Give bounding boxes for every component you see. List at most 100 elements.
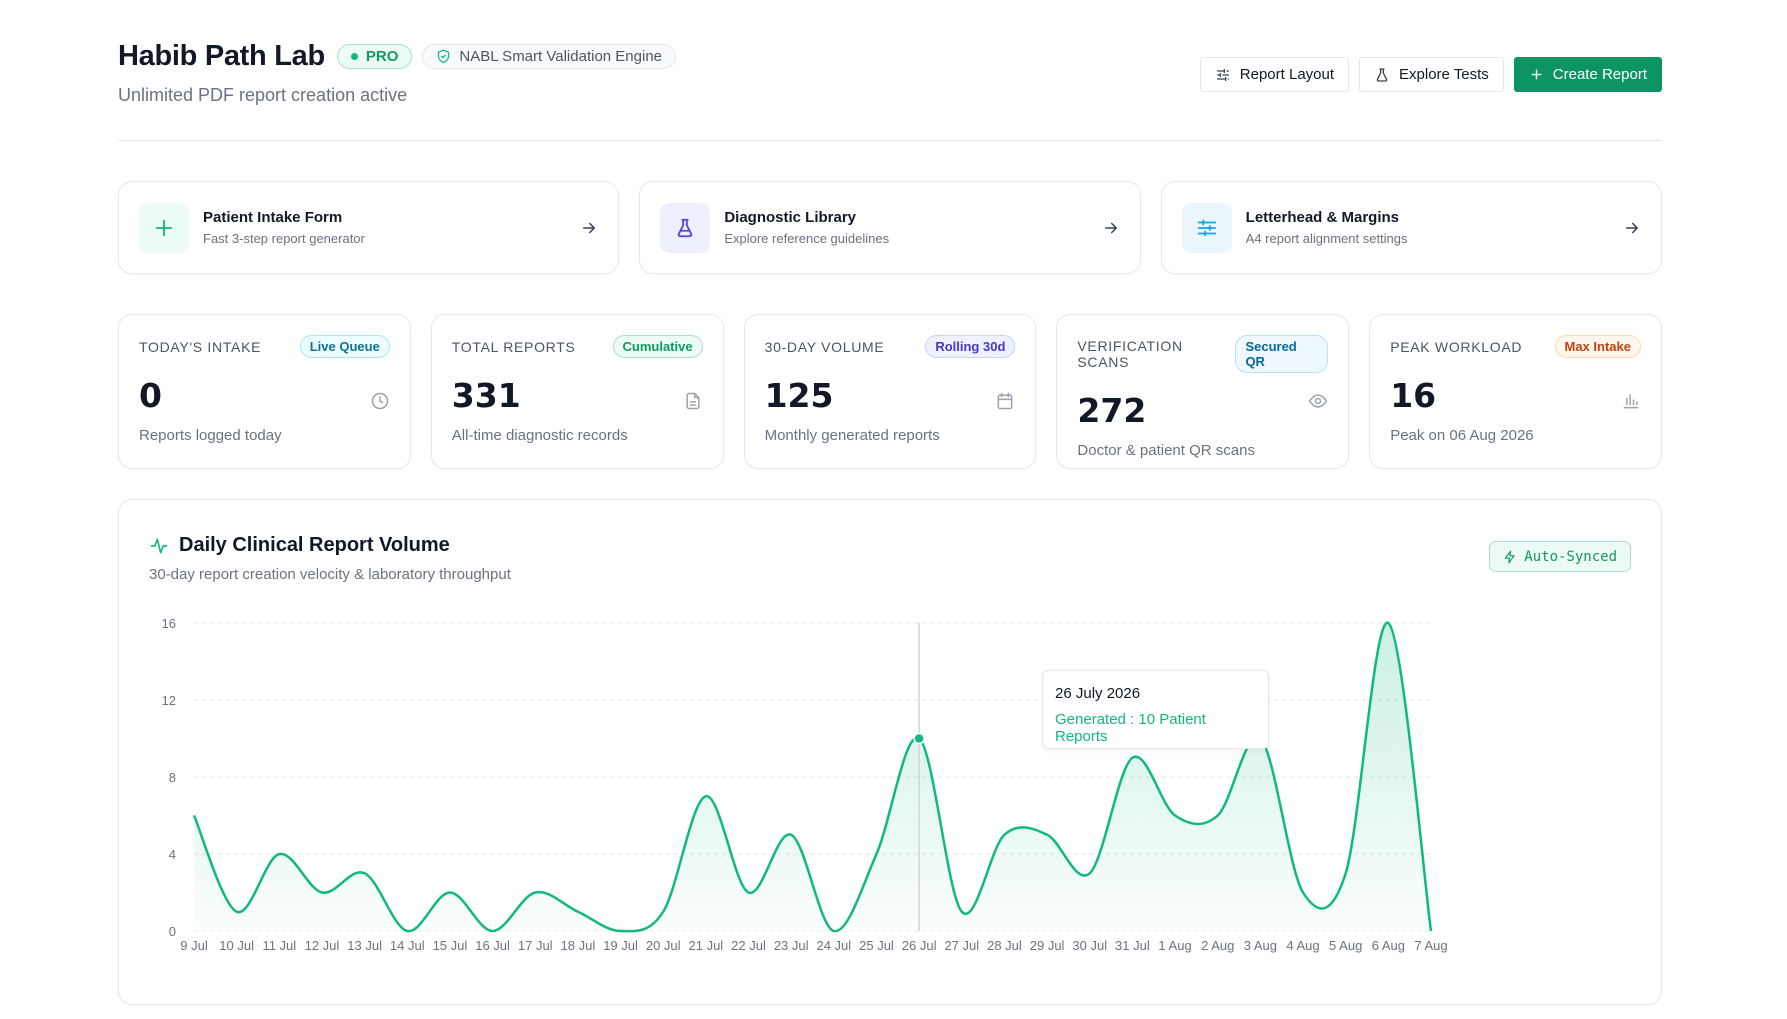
x-tick-label: 1 Aug	[1158, 938, 1191, 953]
quick-link-title: Patient Intake Form	[203, 209, 343, 226]
auto-synced-badge: Auto-Synced	[1489, 541, 1631, 572]
stat-card-todays-intake: TODAY'S INTAKE Live Queue 0 Reports logg…	[118, 314, 411, 469]
quick-link-text: Patient Intake Form Fast 3-step report g…	[203, 209, 580, 246]
quick-link-subtitle: A4 report alignment settings	[1245, 231, 1408, 246]
arrow-right-icon	[1625, 222, 1638, 233]
quick-link-letterhead[interactable]: Letterhead & Margins A4 report alignment…	[1160, 181, 1662, 274]
header-actions: Report Layout Explore Tests Create Repor…	[1199, 57, 1662, 92]
eye-icon	[1308, 394, 1328, 408]
stat-card-peak-workload: PEAK WORKLOAD Max Intake 16 Peak on 06 A…	[1369, 314, 1662, 469]
x-tick-label: 26 Jul	[902, 938, 937, 953]
x-tick-label: 29 Jul	[1030, 938, 1065, 953]
quick-link-title: Diagnostic Library	[724, 209, 857, 226]
x-tick-label: 16 Jul	[475, 938, 510, 953]
plus-icon	[1531, 69, 1542, 80]
x-tick-label: 19 Jul	[603, 938, 638, 953]
series-line	[192, 621, 1433, 933]
stat-description: Reports logged today	[139, 427, 282, 444]
x-tick-label: 9 Jul	[180, 938, 208, 953]
stat-value: 16	[1390, 376, 1437, 415]
lightning-icon	[1505, 550, 1515, 563]
report-layout-button[interactable]: Report Layout	[1199, 57, 1350, 92]
quick-link-title: Letterhead & Margins	[1245, 209, 1400, 226]
x-tick-label: 12 Jul	[305, 938, 340, 953]
chart-title: Daily Clinical Report Volume	[179, 534, 450, 556]
auto-synced-label: Auto-Synced	[1524, 548, 1617, 565]
page-header: Habib Path Lab PRO NABL Smart Validation…	[118, 40, 1662, 140]
x-tick-label: 17 Jul	[518, 938, 553, 953]
x-tick-label: 7 Aug	[1414, 938, 1447, 953]
x-tick-label: 11 Jul	[262, 938, 296, 953]
x-tick-label: 25 Jul	[859, 938, 894, 953]
x-tick-label: 2 Aug	[1201, 938, 1234, 953]
sliders-icon	[1216, 68, 1229, 81]
flask-icon	[660, 202, 711, 253]
validation-engine-label: NABL Smart Validation Engine	[459, 48, 663, 65]
plan-badge: PRO	[336, 44, 413, 69]
x-tick-label: 10 Jul	[219, 938, 254, 953]
chart-card: Daily Clinical Report Volume 30-day repo…	[118, 499, 1662, 1005]
stat-value: 331	[451, 376, 521, 415]
stat-value: 272	[1077, 391, 1147, 430]
stat-description: Peak on 06 Aug 2026	[1390, 427, 1534, 444]
y-tick-label: 4	[169, 847, 176, 862]
calendar-icon	[997, 392, 1013, 410]
x-tick-label: 3 Aug	[1244, 938, 1277, 953]
validation-engine-badge: NABL Smart Validation Engine	[422, 44, 677, 69]
x-tick-label: 23 Jul	[774, 938, 809, 953]
quick-links: Patient Intake Form Fast 3-step report g…	[118, 181, 1662, 274]
title-row: Habib Path Lab PRO NABL Smart Validation…	[118, 40, 1662, 73]
report-layout-label: Report Layout	[1239, 66, 1335, 83]
sliders-icon	[1181, 202, 1232, 253]
y-tick-label: 16	[162, 616, 176, 631]
clock-icon	[371, 392, 389, 410]
y-tick-label: 0	[169, 924, 176, 939]
x-tick-label: 15 Jul	[433, 938, 468, 953]
x-tick-label: 13 Jul	[347, 938, 382, 953]
arrow-right-icon	[583, 222, 596, 233]
x-tick-label: 4 Aug	[1286, 938, 1319, 953]
x-tick-label: 20 Jul	[646, 938, 681, 953]
activity-icon	[150, 538, 168, 553]
page-subtitle: Unlimited PDF report creation active	[118, 85, 408, 105]
stat-label: TOTAL REPORTS	[451, 338, 576, 355]
document-icon	[686, 392, 700, 410]
explore-tests-label: Explore Tests	[1399, 66, 1489, 83]
stat-card-verification-scans: VERIFICATION SCANS Secured QR 272 Doctor…	[1056, 314, 1350, 469]
stat-card-30-day-volume: 30-DAY VOLUME Rolling 30d 125 Monthly ge…	[743, 314, 1037, 469]
stat-tag: Max Intake	[1554, 335, 1641, 358]
x-tick-label: 5 Aug	[1329, 938, 1362, 953]
stat-label: 30-DAY VOLUME	[764, 338, 885, 355]
plan-badge-label: PRO	[365, 48, 399, 65]
stat-tag: Live Queue	[299, 335, 390, 358]
stat-tag: Secured QR	[1235, 335, 1329, 373]
quick-link-patient-intake[interactable]: Patient Intake Form Fast 3-step report g…	[118, 181, 620, 274]
report-volume-chart: 0 4 8 12 16 9 Jul 10 Jul 11 Jul 12 Jul 13 Jul 14 J…	[162, 616, 1448, 953]
arrow-right-icon	[1104, 222, 1117, 233]
series-area	[194, 622, 1431, 932]
stat-card-total-reports: TOTAL REPORTS Cumulative 331 All-time di…	[430, 314, 724, 469]
header-divider	[118, 140, 1662, 141]
x-tick-label: 31 Jul	[1115, 938, 1150, 953]
tooltip-value: Generated : 10 Patient Reports	[1055, 711, 1206, 745]
x-tick-label: 28 Jul	[987, 938, 1022, 953]
stat-label: VERIFICATION SCANS	[1077, 338, 1183, 370]
stat-value: 125	[764, 376, 834, 415]
stat-description: Monthly generated reports	[764, 427, 940, 444]
shield-check-icon	[438, 49, 450, 64]
tooltip-date: 26 July 2026	[1055, 685, 1141, 702]
chart-tooltip: 26 July 2026 Generated : 10 Patient Repo…	[1042, 670, 1269, 749]
quick-link-subtitle: Fast 3-step report generator	[203, 231, 365, 246]
chart-subtitle: 30-day report creation velocity & labora…	[149, 566, 511, 583]
create-report-button[interactable]: Create Report	[1513, 57, 1662, 92]
highlighted-data-point	[913, 732, 925, 745]
status-dot-icon	[350, 53, 358, 60]
explore-tests-button[interactable]: Explore Tests	[1359, 57, 1504, 92]
stat-tag: Rolling 30d	[925, 335, 1016, 358]
chart-title-row: Daily Clinical Report Volume	[149, 534, 450, 557]
quick-link-diagnostic-library[interactable]: Diagnostic Library Explore reference gui…	[639, 181, 1141, 274]
x-tick-label: 6 Aug	[1372, 938, 1405, 953]
x-tick-label: 24 Jul	[816, 938, 851, 953]
x-tick-label: 27 Jul	[944, 938, 979, 953]
quick-link-text: Diagnostic Library Explore reference gui…	[724, 209, 1101, 246]
